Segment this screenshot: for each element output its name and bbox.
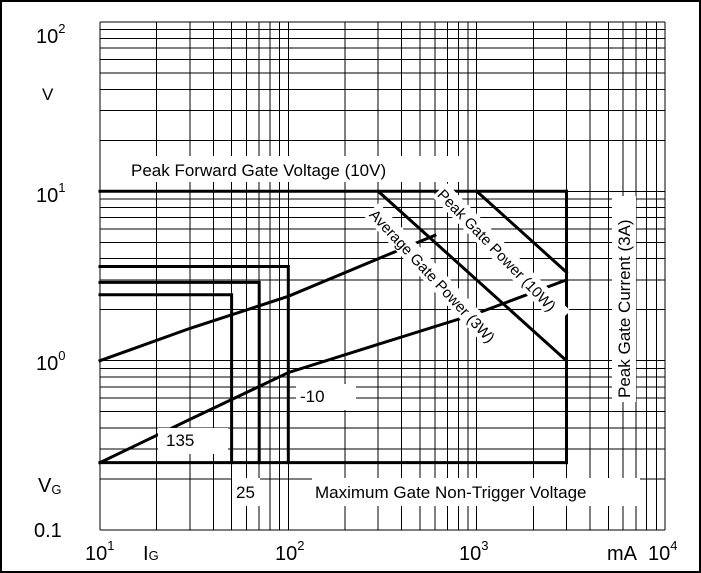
label-bg-non-trigger <box>312 478 640 506</box>
curves <box>97 189 569 465</box>
x-tick-10000: 104 <box>648 538 677 565</box>
label-group-peak-gate-current: Peak Gate Current (3A) <box>612 196 636 402</box>
label-temp-minus10: -10 <box>300 387 325 406</box>
y-tick-0.1: 0.1 <box>34 520 62 542</box>
x-tick-100: 102 <box>275 538 304 565</box>
label-peak-forward-gate-voltage: Peak Forward Gate Voltage (10V) <box>131 161 386 180</box>
label-bg-average-gate-power <box>364 202 510 358</box>
annotations: Peak Forward Gate Voltage (10V) Peak Gat… <box>128 156 640 506</box>
label-bg-25 <box>232 478 260 506</box>
curve-gate-characteristic-lower <box>97 277 569 465</box>
y-tick-1: 100 <box>36 348 65 375</box>
label-max-non-trigger-voltage: Maximum Gate Non-Trigger Voltage <box>315 483 586 502</box>
label-temp-135: 135 <box>166 431 194 450</box>
label-bg-135 <box>158 428 228 454</box>
x-axis-labels: 101 IG 102 103 mA 104 <box>85 538 677 565</box>
y-axis-labels: 102 V 101 100 VG 0.1 <box>34 21 65 542</box>
y-unit-label: V <box>42 85 54 104</box>
y-tick-100: 102 <box>36 21 65 48</box>
label-bg-peak-forward <box>128 156 460 182</box>
y-tick-10: 101 <box>36 180 65 207</box>
x-tick-10: 101 <box>85 538 114 565</box>
curve-average-gate-power <box>376 189 569 363</box>
curve-trigger-region-minus10 <box>98 265 290 465</box>
label-bg-minus10 <box>296 384 356 410</box>
label-temp-25: 25 <box>236 483 255 502</box>
curve-peak-gate-power <box>474 189 569 275</box>
y-variable-label: VG <box>38 475 61 497</box>
label-bg-peak-gate-current <box>612 196 636 402</box>
x-unit-label: mA <box>607 543 638 565</box>
curve-trigger-region-135 <box>98 293 234 465</box>
x-tick-1000: 103 <box>459 538 488 565</box>
x-variable-label: IG <box>143 543 159 565</box>
label-peak-gate-current: Peak Gate Current (3A) <box>615 219 634 398</box>
curve-trigger-region-25 <box>98 280 261 465</box>
label-bg-peak-gate-power <box>432 182 571 325</box>
